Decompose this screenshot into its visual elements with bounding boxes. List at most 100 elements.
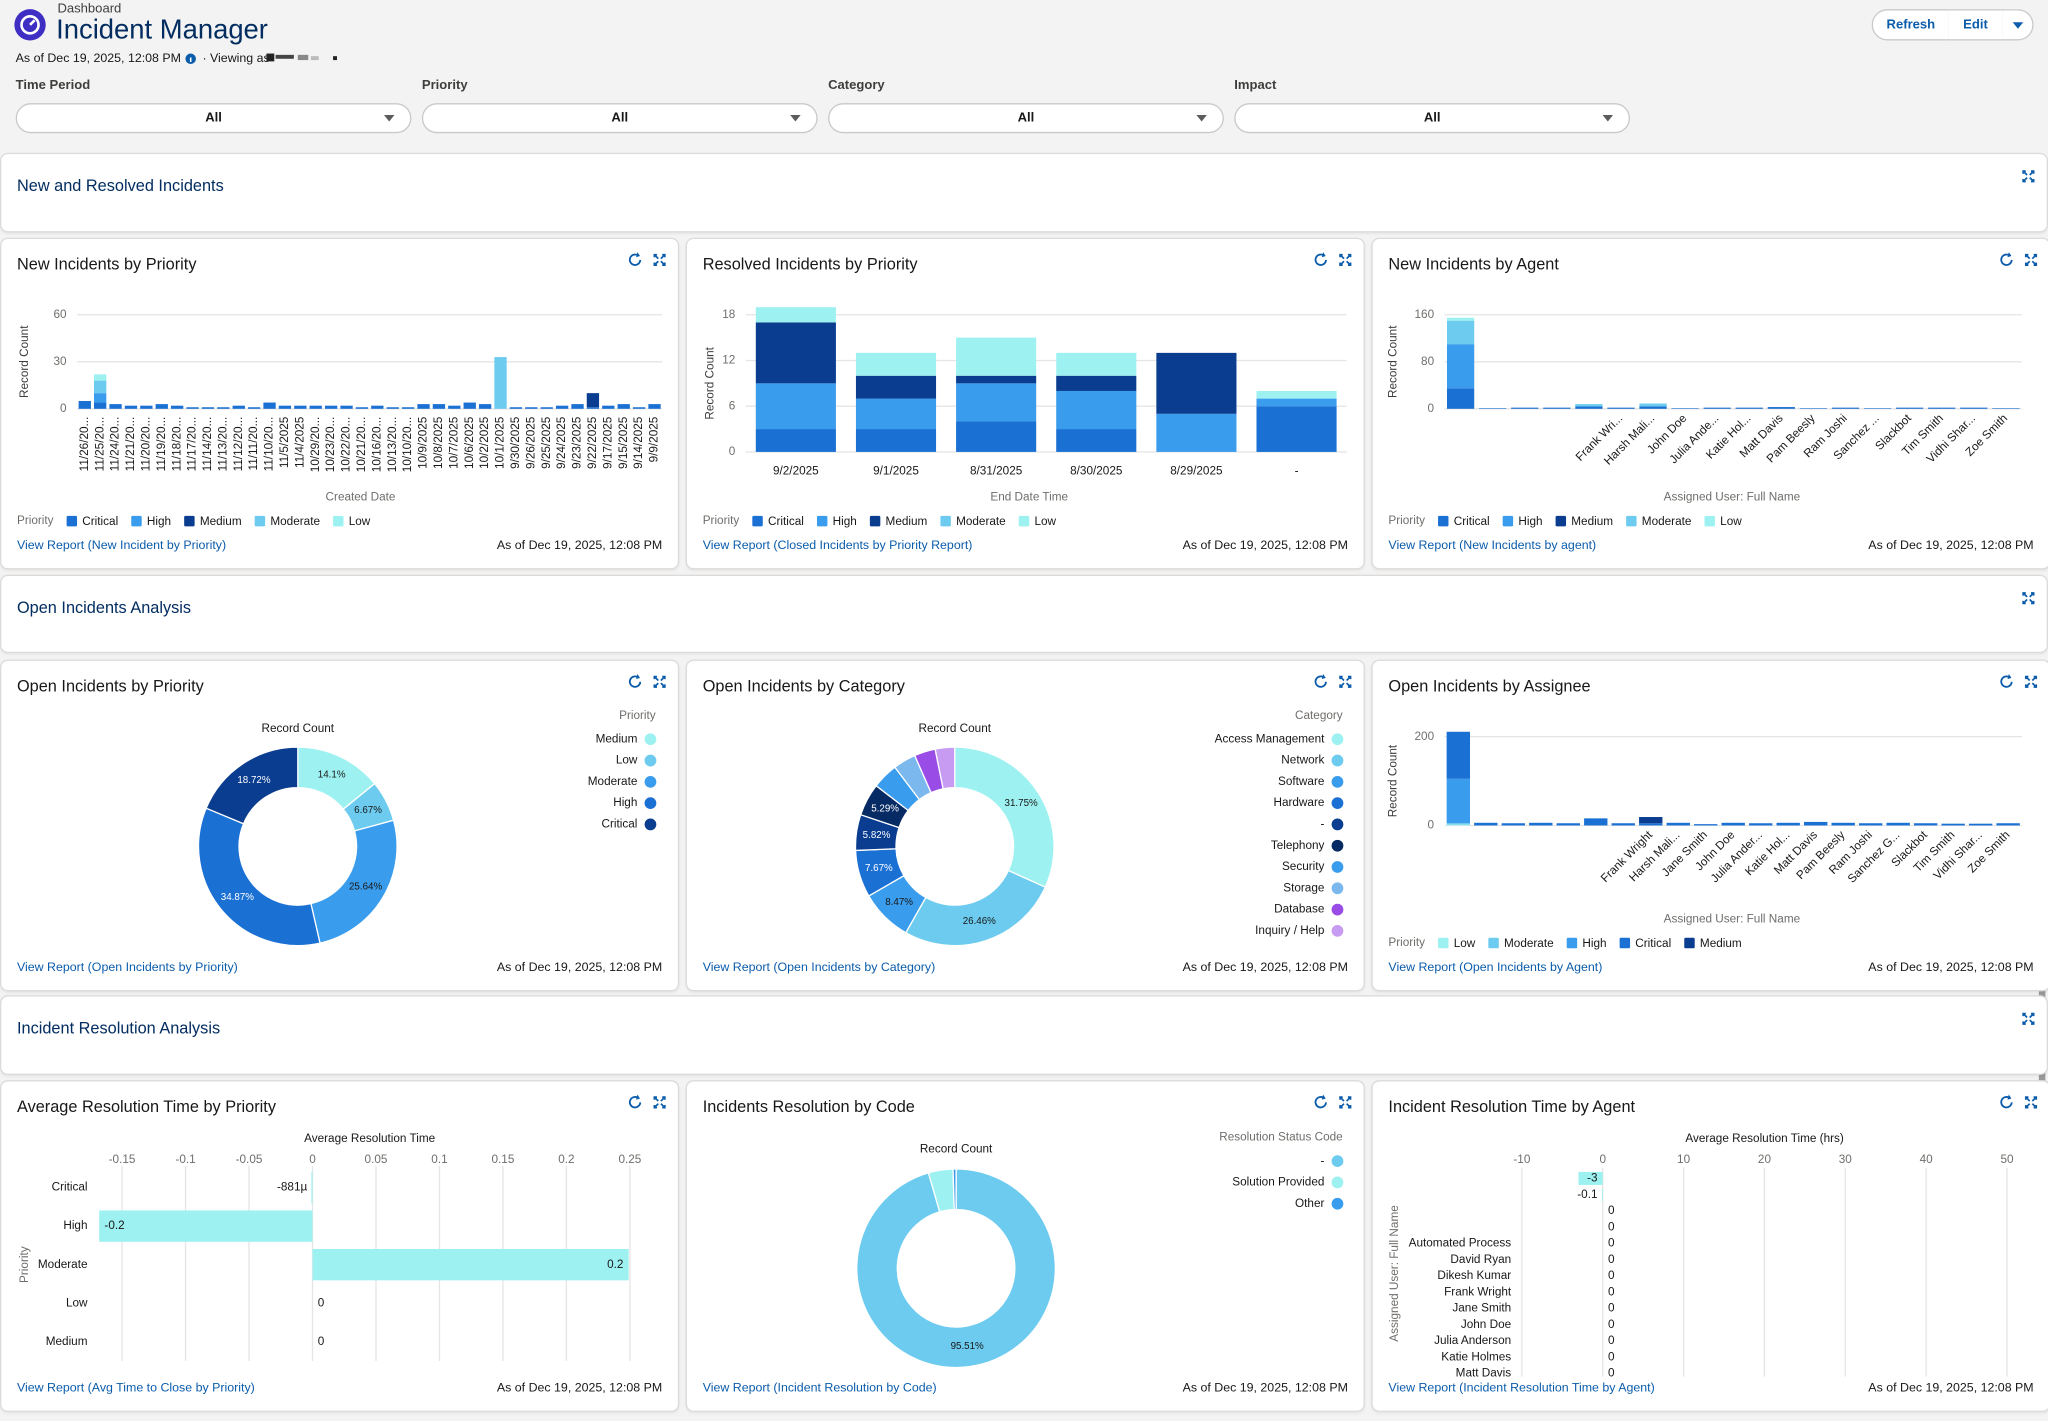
expand-arrow [653,253,659,260]
bar-segment [232,405,245,409]
refresh-icon[interactable] [2000,253,2013,266]
bar-segment [1446,317,1475,321]
value-title: Record Count [262,722,335,735]
expand-icon[interactable] [653,675,666,688]
refresh-icon[interactable] [1314,675,1327,688]
bar-segment [509,407,523,409]
refresh-icon[interactable] [628,1096,642,1109]
bar-segment [1831,822,1855,826]
bar-segment [1446,778,1470,824]
refresh-icon[interactable] [1314,1096,1327,1109]
expand-icon[interactable] [2024,675,2038,688]
refresh-icon[interactable] [628,253,642,266]
more-button[interactable] [2002,9,2034,41]
value-label: 0 [1608,1334,1615,1347]
report-link[interactable]: View Report (New Incident by Priority) [17,538,226,552]
report-link[interactable]: View Report (Open Incidents by Category) [703,960,936,974]
donut-slice [310,819,398,944]
donut-slice [197,807,321,947]
expand-icon[interactable] [1339,253,1352,266]
bar-segment [1886,822,1910,826]
refresh-icon[interactable] [1314,253,1327,266]
legend-label: High [1518,515,1542,528]
expand-arrow [2022,177,2028,183]
expand-icon[interactable] [2024,1096,2038,1109]
edit-button[interactable]: Edit [1948,9,2004,41]
x-tick-label: 10/9/2025 [417,416,430,469]
report-link[interactable]: View Report (Avg Time to Close by Priori… [17,1381,255,1395]
legend-label: Low [349,515,371,528]
expand-arrow [2024,1103,2031,1109]
expand-icon[interactable] [653,253,666,266]
expand-icon[interactable] [1339,675,1352,688]
bar-segment [1749,823,1773,826]
breadcrumb: Dashboard [57,1,121,16]
bar-segment [855,398,937,430]
report-link[interactable]: View Report (Open Incidents by Priority) [17,960,238,974]
redacted [333,56,337,61]
filter-select[interactable]: All [421,103,818,134]
legend-swatch [1438,515,1449,527]
legend-item: Moderate [1488,937,1554,950]
slice-label: 31.75% [1005,798,1038,809]
as-of: As of Dec 19, 2025, 12:08 PM [1183,1381,1348,1395]
bar-segment [1776,822,1800,826]
expand-icon[interactable] [653,1096,666,1109]
refresh-icon[interactable] [2000,675,2013,688]
widget-card: Resolved Incidents by Priority 0 6 12 18 9/2/… [685,237,1365,570]
bar-segment [355,407,369,409]
legend-label: High [613,796,637,809]
legend-item: Critical [601,818,657,831]
report-link[interactable]: View Report (Open Incidents by Agent) [1388,960,1602,974]
refresh-arrow [636,1094,640,1100]
x-tick-label: 11/13/20... [216,417,229,472]
x-tick-label: 8/30/2025 [1070,465,1123,478]
legend-label: Low [1454,937,1476,950]
x-tick-label: 11/20/20... [139,417,152,472]
y-tick-label: John Doe [1461,1318,1512,1331]
legend-item: Other [1295,1197,1344,1210]
legend-item: Medium [1684,937,1742,950]
expand-icon[interactable] [2022,1012,2035,1025]
x-axis-label: Assigned User: Full Name [1664,491,1801,504]
bar-segment [294,405,307,409]
refresh-icon[interactable] [2000,1096,2013,1109]
expand-icon[interactable] [1339,1096,1352,1109]
expand-icon[interactable] [2022,592,2035,605]
x-tick-label: 11/24/20... [109,417,122,472]
x-tick-label: -0.1 [175,1153,195,1166]
legend-label: Critical [1454,515,1490,528]
value-label: 0 [1608,1285,1615,1298]
report-link[interactable]: View Report (New Incidents by agent) [1388,538,1596,552]
legend-label: Medium [886,515,928,528]
x-tick-label: 11/4/2025 [293,416,306,468]
report-link[interactable]: View Report (Incident Resolution Time by… [1388,1381,1654,1395]
x-axis-label: Created Date [326,491,396,504]
report-link[interactable]: View Report (Incident Resolution by Code… [703,1381,937,1395]
value-label: 0 [1608,1350,1615,1363]
axis-title: Average Resolution Time [304,1132,436,1145]
report-link[interactable]: View Report (Closed Incidents by Priorit… [703,538,973,552]
expand-icon[interactable] [2022,170,2035,183]
as-of: As of Dec 19, 2025, 12:08 PM [1868,1381,2033,1395]
bar-segment [1639,817,1663,824]
filter-select[interactable]: All [828,103,1224,134]
widget: Open Incidents by Priority Record Count 14… [17,673,666,974]
filter-select[interactable]: All [15,103,412,134]
bar-segment [78,400,91,409]
slice-label: 8.47% [885,897,913,908]
refresh-icon[interactable] [628,675,642,688]
expand-arrow [2029,1012,2035,1019]
x-axis-label: End Date Time [990,491,1068,504]
expand-icon[interactable] [2024,253,2038,266]
filter-select[interactable]: All [1234,103,1631,134]
header: Dashboard Incident Manager As of Dec 19,… [14,1,337,65]
expand-arrow [1339,675,1345,682]
x-tick-label: 10/1/2025 [494,416,507,469]
expand-arrow [2024,253,2031,260]
x-tick-label: 9/2/2025 [773,465,819,478]
x-tick-label: 9/15/2025 [617,416,630,469]
widget-card: Average Resolution Time by Priority Avera… [0,1080,680,1412]
refresh-button[interactable]: Refresh [1871,9,1951,41]
expand-arrow [653,260,659,266]
